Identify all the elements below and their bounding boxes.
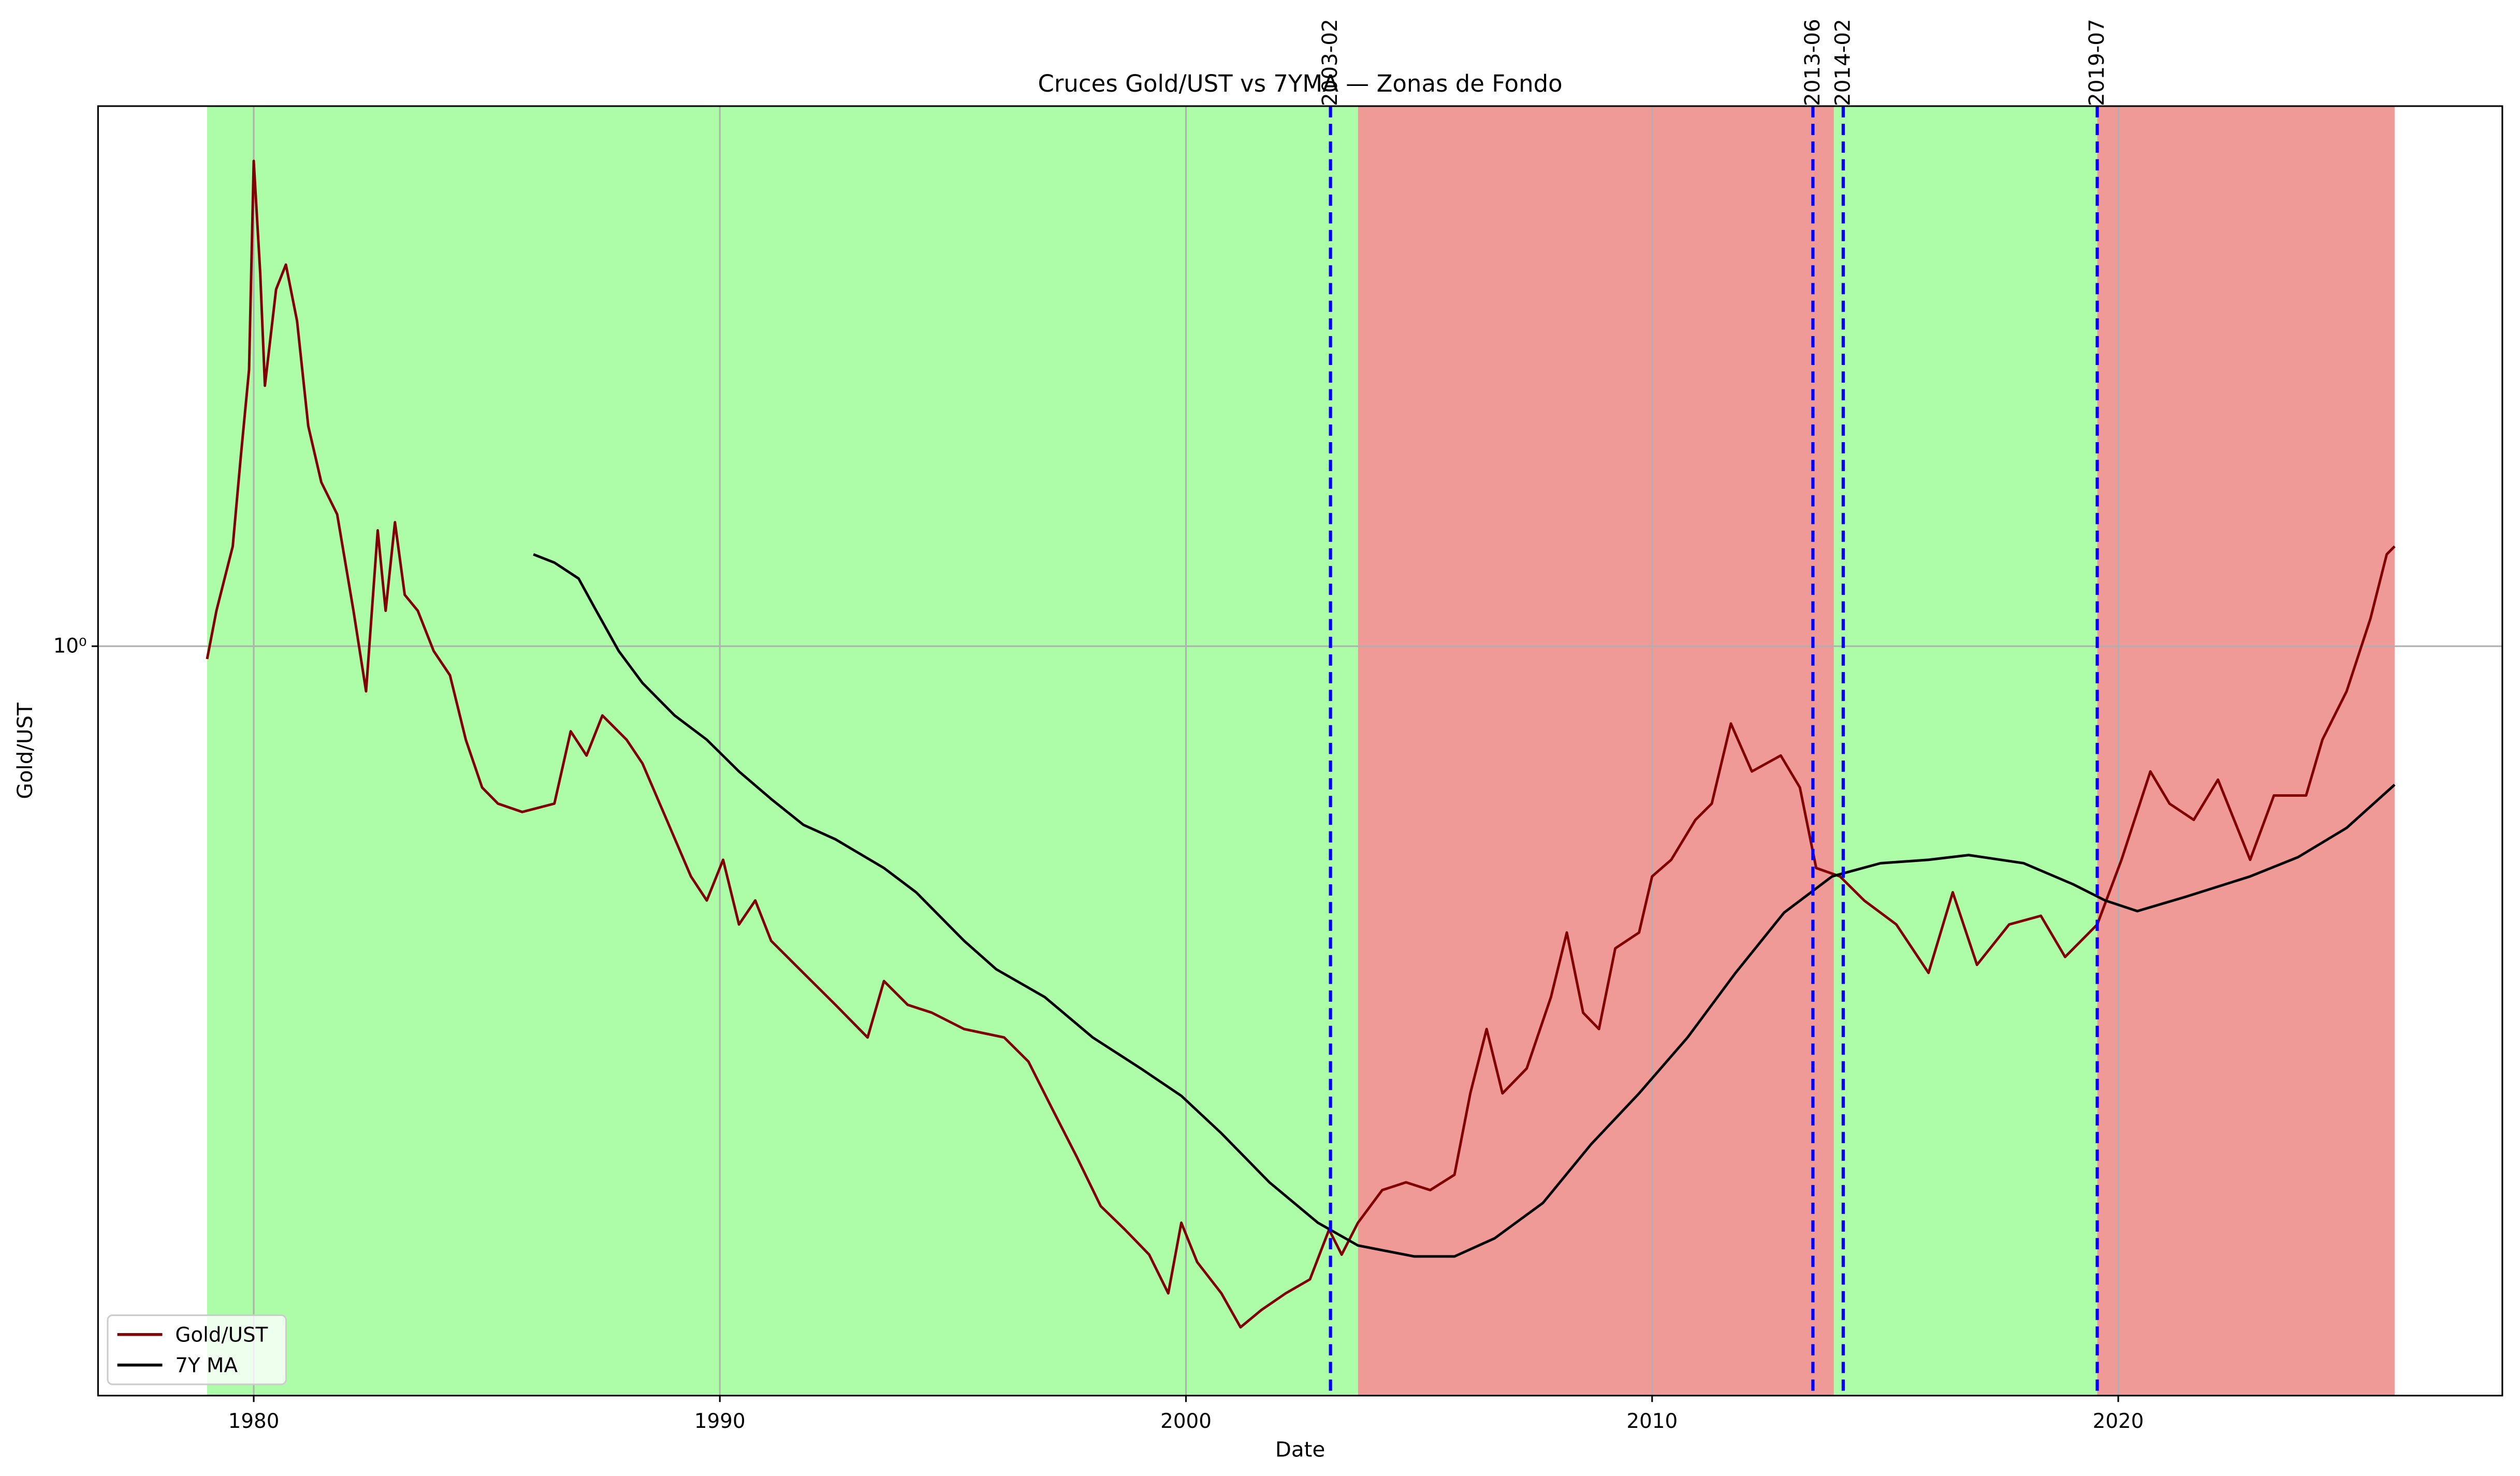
legend-label: 7Y MA <box>175 1354 238 1378</box>
data-line <box>533 553 2396 1258</box>
y-tick-label: 10⁰ <box>53 635 87 658</box>
x-tick-label: 2020 <box>2093 1410 2144 1433</box>
x-tick-label: 2010 <box>1626 1410 1678 1433</box>
crossover-label: 2019-07 <box>2085 19 2109 106</box>
crossover-label: 2003-02 <box>1318 19 1342 106</box>
zone <box>207 106 1358 1396</box>
crossover-label: 2013-06 <box>1800 19 1825 106</box>
legend: Gold/UST 7Y MA <box>107 1314 287 1385</box>
legend-box <box>107 1314 287 1385</box>
chart-title: Cruces Gold/UST vs 7YMA — Zonas de Fondo <box>1038 70 1563 97</box>
legend-label: Gold/UST <box>175 1324 268 1347</box>
zone <box>1358 106 1834 1396</box>
x-tick-label: 2000 <box>1160 1410 1212 1433</box>
x-tick-label: 1990 <box>694 1410 746 1433</box>
zone <box>1833 106 2097 1396</box>
x-tick-label: 1980 <box>228 1410 280 1433</box>
y-axis-label: Gold/UST <box>13 703 37 799</box>
plot-frame <box>97 105 2503 1397</box>
data-line <box>206 159 2396 1329</box>
crossover-label: 2014-02 <box>1830 19 1855 106</box>
zone <box>2097 106 2395 1396</box>
x-axis-label: Date <box>1275 1438 1325 1462</box>
